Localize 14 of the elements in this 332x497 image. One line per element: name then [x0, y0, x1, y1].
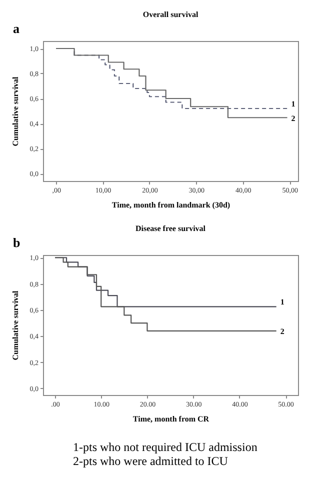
text: a [13, 21, 20, 36]
series-label: 2 [280, 327, 284, 336]
chart-title: Overall survival [142, 10, 199, 19]
series-label: 1 [291, 100, 296, 108]
chart-title: Disease free survival [135, 224, 206, 233]
x-axis-title: Time, month from landmark (30d) [112, 200, 230, 210]
series-label: 2 [291, 114, 296, 123]
y-axis-title: Cumulative survival [10, 76, 20, 146]
text: b [13, 235, 20, 250]
text: 2-pts who were admitted to ICU [73, 454, 228, 468]
series-label: 1 [280, 298, 284, 307]
text: 1-pts who not required ICU admission [73, 440, 258, 454]
x-axis-title: Time, month from CR [132, 414, 210, 424]
y-axis-title: Cumulative survival [10, 290, 20, 360]
